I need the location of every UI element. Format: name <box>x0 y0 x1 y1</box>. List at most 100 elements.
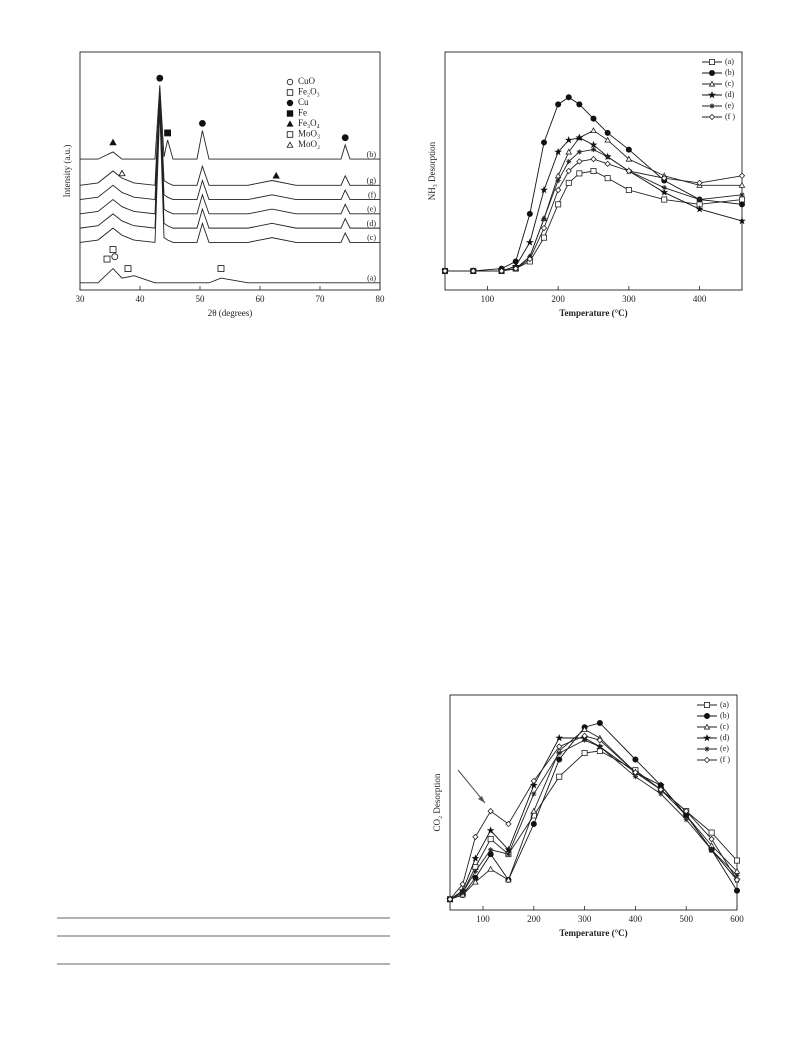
marker <box>555 101 562 108</box>
marker <box>708 80 716 87</box>
series-label: (f) <box>368 190 376 199</box>
marker <box>632 756 639 763</box>
marker <box>703 733 711 742</box>
marker <box>590 115 597 122</box>
series-line <box>79 90 380 186</box>
marker <box>704 746 710 752</box>
legend-label: Cu <box>298 97 309 107</box>
marker <box>530 777 537 785</box>
legend-label: Fe₃O₄ <box>298 118 320 128</box>
marker <box>441 267 449 275</box>
marker <box>526 255 534 263</box>
marker <box>555 177 561 184</box>
marker <box>696 179 703 187</box>
marker <box>605 154 611 160</box>
marker <box>709 70 716 77</box>
marker <box>566 158 572 165</box>
legend-label: (c) <box>725 79 734 88</box>
legend-label: (a) <box>720 700 729 709</box>
marker <box>272 171 280 179</box>
x-axis-label: 2θ (degrees) <box>208 308 253 318</box>
marker <box>625 187 632 194</box>
marker <box>286 120 294 127</box>
legend-label: MoO₂ <box>298 139 320 149</box>
marker <box>575 133 584 141</box>
legend-label: (e) <box>720 744 729 753</box>
marker <box>565 94 572 101</box>
marker <box>565 179 572 186</box>
marker <box>576 101 583 108</box>
marker <box>708 829 715 836</box>
marker <box>581 750 588 757</box>
x-tick-label: 200 <box>551 294 565 304</box>
marker <box>109 138 117 146</box>
marker <box>660 188 669 196</box>
series-label: (b) <box>367 150 377 159</box>
marker <box>734 857 741 864</box>
legend-label: (d) <box>720 733 730 742</box>
marker <box>505 851 512 857</box>
marker <box>488 847 494 853</box>
marker <box>604 175 611 182</box>
marker <box>487 836 494 843</box>
legend-label: CuO <box>298 76 316 86</box>
series-line <box>449 735 738 900</box>
marker <box>657 786 664 793</box>
series-label: (g) <box>367 176 377 185</box>
plot-frame <box>444 51 743 291</box>
marker <box>554 172 562 179</box>
marker <box>582 737 588 743</box>
marker <box>118 169 126 177</box>
marker <box>565 148 573 155</box>
marker <box>505 876 512 883</box>
x-tick-label: 100 <box>481 294 495 304</box>
x-tick-label: 200 <box>527 914 541 924</box>
marker <box>695 205 704 213</box>
marker <box>632 769 639 776</box>
marker <box>658 791 664 797</box>
marker <box>487 865 494 872</box>
legend-label: (e) <box>725 101 734 110</box>
marker <box>632 774 639 780</box>
marker <box>709 847 715 853</box>
x-axis-label: Temperature (°C) <box>559 928 627 938</box>
legend-label: (b) <box>720 711 730 720</box>
marker <box>734 887 741 894</box>
marker <box>541 216 547 222</box>
marker <box>590 127 597 134</box>
marker <box>526 238 534 246</box>
marker <box>709 59 716 66</box>
marker <box>589 140 598 149</box>
series-label: (d) <box>367 219 377 228</box>
marker <box>487 807 494 815</box>
series-line <box>79 94 380 201</box>
series-line <box>79 104 380 229</box>
marker <box>734 873 740 879</box>
marker <box>576 149 582 155</box>
marker <box>683 807 690 815</box>
plot-frame <box>449 694 738 911</box>
marker <box>581 725 588 732</box>
marker <box>738 216 746 225</box>
series-line <box>449 737 738 900</box>
marker <box>286 89 294 96</box>
marker <box>739 201 746 208</box>
marker <box>696 196 703 203</box>
marker <box>708 90 716 99</box>
marker <box>739 192 745 198</box>
marker <box>625 167 633 175</box>
marker <box>460 890 466 896</box>
marker <box>576 158 583 165</box>
marker <box>590 155 597 163</box>
marker <box>555 201 562 208</box>
marker <box>703 723 711 730</box>
marker <box>554 186 562 194</box>
y-axis-label: CO₂ Desorption <box>432 773 442 831</box>
marker <box>604 129 611 136</box>
marker <box>486 826 495 834</box>
marker <box>556 743 563 750</box>
marker <box>733 876 741 884</box>
marker <box>661 185 667 191</box>
marker <box>596 719 603 726</box>
